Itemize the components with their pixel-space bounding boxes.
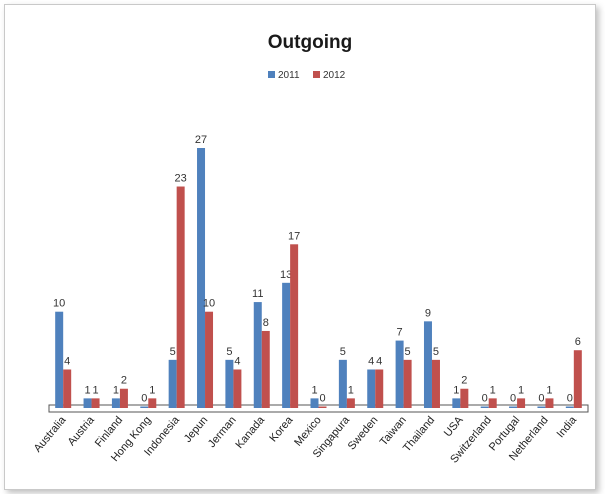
bar-2012-austria [91,398,100,408]
bar-2012-indonesia [176,186,185,408]
legend-label-2012: 2012 [323,70,346,81]
bar-2011-jepun [197,148,206,408]
bar-2012-portugal [517,398,526,408]
bar-2012-singapura [346,398,355,408]
bar-2011-indonesia [168,359,177,408]
data-label-2012-australia: 4 [64,355,70,367]
data-label-2012-taiwan: 5 [405,346,411,358]
data-label-2012-austria: 1 [92,384,98,396]
bar-2011-usa [452,398,461,408]
bar-2012-finland [119,388,128,408]
bar-2011-india [565,406,574,408]
data-label-2011-india: 0 [567,393,573,405]
bar-2012-australia [63,369,72,408]
bar-2012-kanada [261,330,270,408]
category-label-india: India [555,414,580,441]
data-label-2012-jepun: 10 [203,298,215,310]
bar-2012-hong-kong [148,398,157,408]
category-label-sweden: Sweden [346,414,381,452]
data-label-2011-indonesia: 5 [170,346,176,358]
data-label-2011-netherland: 0 [538,393,544,405]
data-label-2011-hong-kong: 0 [141,393,147,405]
bar-2012-netherland [545,398,554,408]
bar-2011-finland [111,398,120,408]
data-label-2011-mexico: 1 [311,384,317,396]
data-label-2012-kanada: 8 [263,317,269,329]
legend: 2011 2012 [268,70,346,81]
data-label-2011-sweden: 4 [368,355,374,367]
category-label-korea: Korea [267,414,296,445]
bar-2011-singapura [338,359,347,408]
data-label-2011-austria: 1 [84,384,90,396]
bar-2012-mexico [318,406,327,408]
data-label-2012-finland: 2 [121,375,127,387]
bar-2011-sweden [367,369,376,408]
bar-2012-thailand [431,359,440,408]
data-label-2012-singapura: 1 [348,384,354,396]
bar-2012-india [573,350,582,408]
legend-swatch-2012 [313,71,320,78]
data-label-2012-switzerland: 1 [490,384,496,396]
chart-title: Outgoing [268,32,352,53]
data-label-2012-jerman: 4 [234,355,240,367]
bar-2011-netherland [537,406,546,408]
data-label-2011-australia: 10 [53,298,65,310]
data-label-2012-hong-kong: 1 [149,384,155,396]
bar-2012-sweden [375,369,384,408]
bar-2011-switzerland [480,406,489,408]
bar-2011-kanada [253,302,262,408]
bar-2011-mexico [310,398,319,408]
data-label-2011-usa: 1 [453,384,459,396]
bar-2012-jerman [233,369,242,408]
bar-2011-portugal [509,406,518,408]
bar-2012-jepun [205,311,214,408]
bar-2011-taiwan [395,340,404,408]
legend-label-2011: 2011 [278,70,300,81]
category-label-jepun: Jepun [182,414,210,445]
bar-2011-jerman [225,359,234,408]
bar-2011-hong-kong [140,406,149,408]
data-label-2011-switzerland: 0 [482,393,488,405]
bar-2011-austria [83,398,92,408]
bar-2011-australia [55,311,64,408]
category-label-kanada: Kanada [233,414,267,451]
bar-2012-korea [290,244,299,408]
bar-2011-thailand [423,321,432,408]
data-label-2012-indonesia: 23 [175,173,187,185]
data-label-2011-jepun: 27 [195,134,207,146]
data-label-2011-portugal: 0 [510,393,516,405]
bar-2012-taiwan [403,359,412,408]
data-label-2012-korea: 17 [288,230,300,242]
bar-2011-korea [282,282,291,408]
data-label-2011-taiwan: 7 [397,327,403,339]
data-label-2012-usa: 2 [461,375,467,387]
data-label-2011-jerman: 5 [226,346,232,358]
category-label-usa: USA [442,414,466,440]
data-label-2011-korea: 13 [280,269,292,281]
data-label-2012-mexico: 0 [319,393,325,405]
data-label-2012-thailand: 5 [433,346,439,358]
data-label-2011-finland: 1 [113,384,119,396]
data-label-2011-kanada: 11 [252,288,263,300]
data-label-2012-portugal: 1 [518,384,524,396]
data-label-2012-sweden: 4 [376,355,382,367]
data-label-2011-singapura: 5 [340,346,346,358]
data-label-2011-thailand: 9 [425,307,431,319]
data-label-2012-india: 6 [575,336,581,348]
bar-2012-switzerland [488,398,497,408]
legend-swatch-2011 [268,71,275,78]
bar-2012-usa [460,388,469,408]
category-label-australia: Australia [32,414,69,455]
data-label-2012-netherland: 1 [546,384,552,396]
